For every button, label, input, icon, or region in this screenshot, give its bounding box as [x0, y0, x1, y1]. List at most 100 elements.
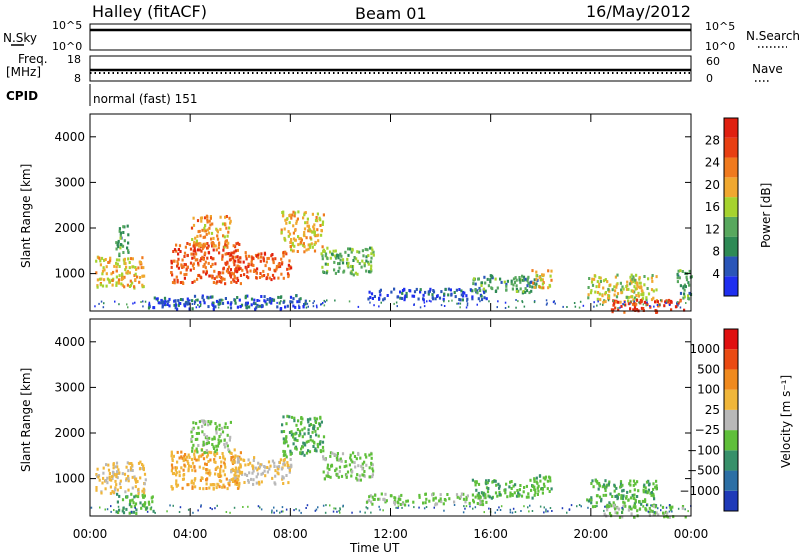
heatmap-cell: [239, 256, 242, 260]
heatmap-cell: [468, 501, 471, 505]
heatmap-cell: [655, 511, 658, 515]
heatmap-cell: [205, 435, 209, 439]
heatmap-cell: [277, 466, 280, 470]
heatmap-cell: [128, 266, 131, 270]
heatmap-cell: [542, 476, 545, 480]
heatmap-cell: [643, 275, 646, 278]
heatmap-cell: [149, 507, 152, 511]
heatmap-cell: [221, 430, 225, 434]
heatmap-cell: [202, 298, 205, 302]
heatmap-cell: [178, 244, 182, 248]
heatmap-cell: [539, 479, 542, 483]
heatmap-cell: [606, 280, 609, 284]
heatmap-cell: [602, 279, 606, 283]
heatmap-cell: [615, 295, 619, 299]
heatmap-cell: [118, 265, 121, 268]
heatmap-cell: [369, 260, 373, 264]
heatmap-cell: [281, 214, 285, 218]
heatmap-cell: [312, 426, 315, 430]
heatmap-cell: [520, 510, 522, 512]
heatmap-cell: [367, 254, 370, 258]
heatmap-cell: [345, 475, 348, 479]
heatmap-cell: [336, 510, 338, 513]
heatmap-cell: [614, 507, 617, 511]
heatmap-cell: [409, 289, 412, 293]
heatmap-cell: [201, 255, 204, 259]
heatmap-cell: [399, 290, 402, 294]
heatmap-cell: [234, 482, 237, 486]
heatmap-cell: [305, 440, 308, 444]
heatmap-cell: [277, 265, 280, 269]
heatmap-cell: [273, 465, 276, 468]
heatmap-cell: [434, 503, 437, 507]
heatmap-cell: [216, 234, 219, 238]
heatmap-cell: [335, 472, 338, 476]
heatmap-cell: [634, 278, 637, 282]
heatmap-cell: [323, 299, 325, 302]
heatmap-cell: [313, 441, 316, 445]
heatmap-cell: [204, 260, 207, 264]
heatmap-cell: [285, 455, 288, 459]
heatmap-cell: [481, 499, 484, 503]
heatmap-cell: [484, 281, 487, 285]
heatmap-cell: [332, 510, 335, 513]
heatmap-cell: [133, 475, 136, 479]
heatmap-cell: [506, 495, 509, 499]
heatmap-cell: [224, 252, 227, 256]
heatmap-cell: [148, 303, 151, 307]
heatmap-cell: [223, 425, 226, 429]
heatmap-cell: [208, 473, 211, 477]
heatmap-cell: [652, 504, 655, 508]
heatmap-cell: [319, 423, 322, 427]
heatmap-cell: [171, 273, 174, 277]
heatmap-cell: [303, 426, 306, 430]
heatmap-cell: [322, 302, 324, 304]
heatmap-cell: [397, 501, 400, 505]
heatmap-cell: [119, 243, 122, 246]
heatmap-cell: [303, 211, 306, 215]
heatmap-cell: [311, 439, 314, 443]
heatmap-cell: [678, 276, 681, 280]
freq-unit-label: [MHz]: [6, 65, 41, 79]
heatmap-cell: [277, 276, 280, 280]
heatmap-cell: [443, 305, 446, 307]
heatmap-cell: [217, 302, 220, 306]
heatmap-cell: [357, 305, 360, 308]
heatmap-cell: [424, 492, 427, 496]
heatmap-cell: [354, 465, 357, 469]
heatmap-cell: [119, 236, 122, 240]
heatmap-cell: [286, 464, 289, 467]
heatmap-cell: [216, 228, 219, 232]
heatmap-cell: [134, 494, 137, 498]
colorbar-tick-label: 8: [712, 245, 720, 259]
heatmap-cell: [650, 298, 654, 302]
heatmap-cell: [206, 453, 210, 457]
heatmap-cell: [137, 461, 141, 465]
heatmap-cell: [350, 474, 353, 478]
heatmap-cell: [518, 488, 521, 492]
heatmap-cell: [666, 511, 669, 515]
colorbar-tick-label: 16: [705, 200, 720, 214]
heatmap-cell: [608, 297, 611, 301]
heatmap-cell: [256, 472, 260, 476]
heatmap-cell: [633, 515, 636, 519]
heatmap-cell: [453, 500, 456, 504]
heatmap-cell: [639, 281, 642, 285]
heatmap-cell: [205, 463, 208, 466]
heatmap-cell: [187, 299, 190, 303]
heatmap-cell: [390, 494, 393, 498]
heatmap-cell: [462, 290, 465, 294]
heatmap-cell: [621, 506, 623, 509]
heatmap-cell: [336, 452, 339, 455]
heatmap-cell: [282, 476, 285, 480]
heatmap-cell: [237, 267, 240, 271]
heatmap-cell: [175, 249, 178, 253]
heatmap-cell: [105, 272, 108, 276]
heatmap-cell: [474, 288, 477, 292]
heatmap-cell: [190, 457, 194, 461]
heatmap-cell: [669, 506, 672, 510]
heatmap-cell: [458, 288, 461, 291]
heatmap-cell: [643, 483, 646, 487]
heatmap-cell: [596, 505, 598, 508]
heatmap-cell: [195, 306, 198, 309]
